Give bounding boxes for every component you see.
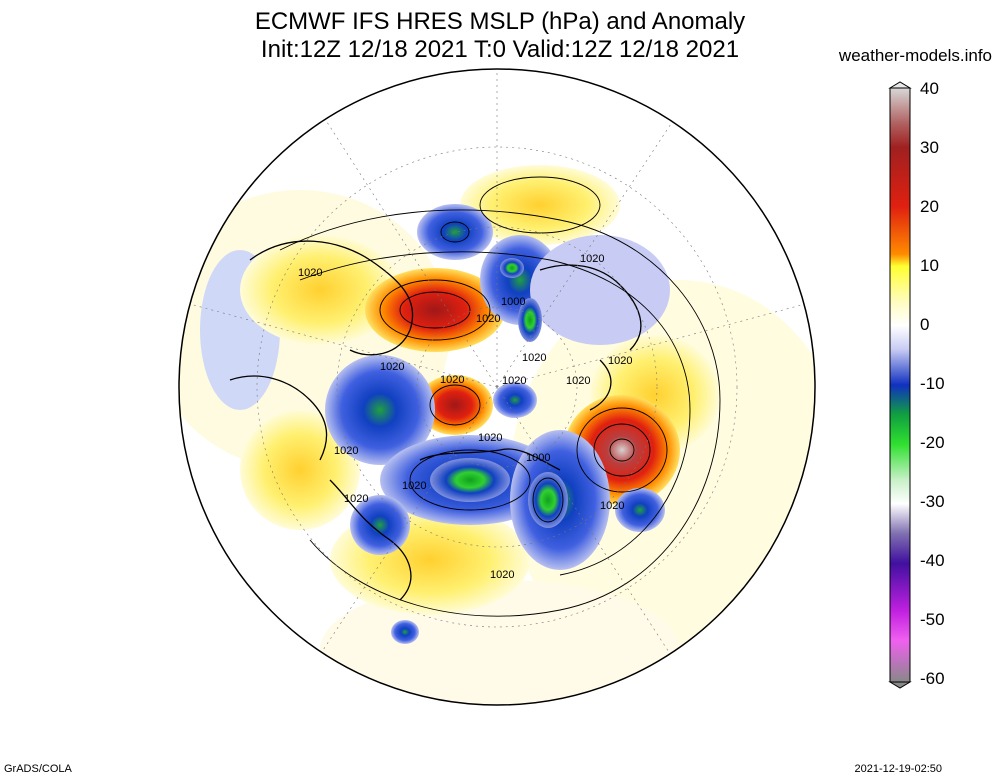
generated-timestamp: 2021-12-19-02:50 [854, 763, 942, 775]
legend-tick: 10 [920, 256, 939, 275]
anomaly-high-region [365, 268, 505, 352]
legend-tick: -40 [920, 551, 945, 570]
anomaly-low-region [325, 355, 435, 465]
contour-label: 1020 [600, 500, 624, 512]
color-legend [888, 81, 912, 689]
contour-label: 1020 [522, 352, 546, 364]
contour-label: 1020 [380, 361, 404, 373]
anomaly-high-region [417, 375, 493, 435]
contour-label: 1020 [334, 445, 358, 457]
legend-tick: 20 [920, 197, 939, 216]
legend-tick: 0 [920, 315, 930, 334]
anomaly-low-region [615, 488, 665, 532]
coastline [589, 359, 612, 411]
anomaly-low-region [528, 472, 568, 528]
polar-map: 1020 1000 1020 1020 1020 1020 1020 1020 … [178, 68, 816, 706]
contour-label: 1020 [402, 480, 426, 492]
contour-label: 1020 [344, 493, 368, 505]
map-border [178, 68, 816, 706]
contour-label: 1020 [608, 355, 632, 367]
software-credit: GrADS/COLA [4, 763, 72, 775]
contour-label: 1000 [526, 452, 550, 464]
contour-label: 1020 [476, 313, 500, 325]
coastline [229, 375, 328, 461]
anomaly-low-region [417, 204, 493, 260]
contour-label: 1020 [502, 375, 526, 387]
anomaly-low-region [391, 620, 419, 644]
anomaly-low-region [430, 458, 510, 502]
contour-label: 1020 [566, 375, 590, 387]
contour-label: 1020 [490, 569, 514, 581]
legend-tick: -50 [920, 610, 945, 629]
anomaly-low-region [500, 258, 524, 278]
legend-tick: -20 [920, 433, 945, 452]
contour-label: 1000 [501, 296, 525, 308]
contour-label: 1020 [478, 432, 502, 444]
legend-tick: -10 [920, 374, 945, 393]
legend-tick: 40 [920, 79, 939, 98]
anomaly-low-region [493, 382, 537, 418]
map-title: ECMWF IFS HRES MSLP (hPa) and Anomaly [254, 8, 746, 35]
anomaly-high-region [240, 410, 360, 530]
anomaly-low-region [530, 235, 670, 345]
coastline [249, 240, 414, 356]
contour-label: 1020 [298, 267, 322, 279]
contour-label: 1020 [440, 374, 464, 386]
legend-tick: 30 [920, 138, 939, 157]
coastline [329, 479, 412, 601]
legend-tick: -60 [920, 669, 945, 688]
map-valid-time: Init:12Z 12/18 2021 T:0 Valid:12Z 12/18 … [260, 36, 740, 63]
contour-label: 1020 [580, 253, 604, 265]
contour-labels: 1020 1000 1020 1020 1020 1020 1020 1020 … [298, 253, 632, 581]
site-credit: weather-models.info [838, 46, 992, 65]
anomaly-low-region [518, 298, 542, 342]
legend-tick: -30 [920, 492, 945, 511]
